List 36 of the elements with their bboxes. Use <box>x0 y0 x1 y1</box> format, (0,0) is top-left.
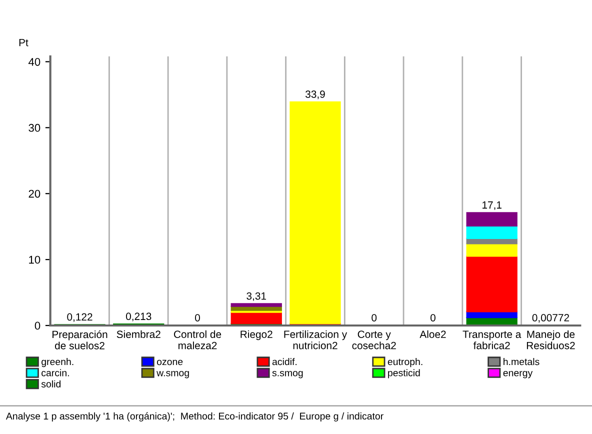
x-tick-label: Fertilizacion y nutricion2 <box>284 330 348 350</box>
x-tick-label: Preparación de suelos2 <box>52 330 108 350</box>
legend-label: pesticid <box>388 369 420 378</box>
legend-label: s.smog <box>272 370 303 378</box>
x-tick-label: Manejo de Residuos2 <box>526 330 575 350</box>
total-label: 0 <box>430 314 436 322</box>
y-axis-title: Pt <box>19 39 28 46</box>
total-label: 0,213 <box>126 312 152 322</box>
total-label: 0 <box>372 314 377 322</box>
x-tick-label: Siembra2 <box>116 330 160 338</box>
total-label: 33,9 <box>306 90 325 100</box>
legend-label: solid <box>41 380 61 388</box>
legend-label: h.metals <box>504 358 540 366</box>
y-tick-label: 40 <box>28 58 40 66</box>
text: Analyse 1 p assembly '1 ha (orgánica)'; Method: Eco-indicator 95 / Europe g / indicator <box>6 412 384 422</box>
total-label: 0,00772 <box>532 314 570 323</box>
total-label: 3,31 <box>246 292 266 301</box>
total-label: 0 <box>195 314 200 322</box>
legend-label: acidif. <box>272 358 297 366</box>
legend-label: ozone <box>156 360 183 366</box>
legend-label: w.smog <box>156 370 189 378</box>
y-tick-label: 10 <box>29 256 40 264</box>
legend-label: eutroph. <box>388 358 422 368</box>
x-tick-label: Corte y cosecha2 <box>352 330 396 350</box>
legend-label: greenh. <box>42 358 74 368</box>
x-tick-label: Transporte a fabrica2 <box>462 330 522 350</box>
x-tick-label: Control de maleza2 <box>174 330 222 350</box>
y-tick-label: 20 <box>28 190 40 198</box>
y-tick-label: 30 <box>28 124 40 132</box>
legend-label: energy <box>503 370 533 378</box>
legend-label: carcin. <box>42 369 69 376</box>
total-label: 17,1 <box>482 201 502 210</box>
x-tick-label: Aloe2 <box>420 330 446 338</box>
y-tick-label: 0 <box>34 322 40 330</box>
total-label: 0,122 <box>67 313 92 322</box>
x-tick-label: Riego2 <box>240 330 272 340</box>
